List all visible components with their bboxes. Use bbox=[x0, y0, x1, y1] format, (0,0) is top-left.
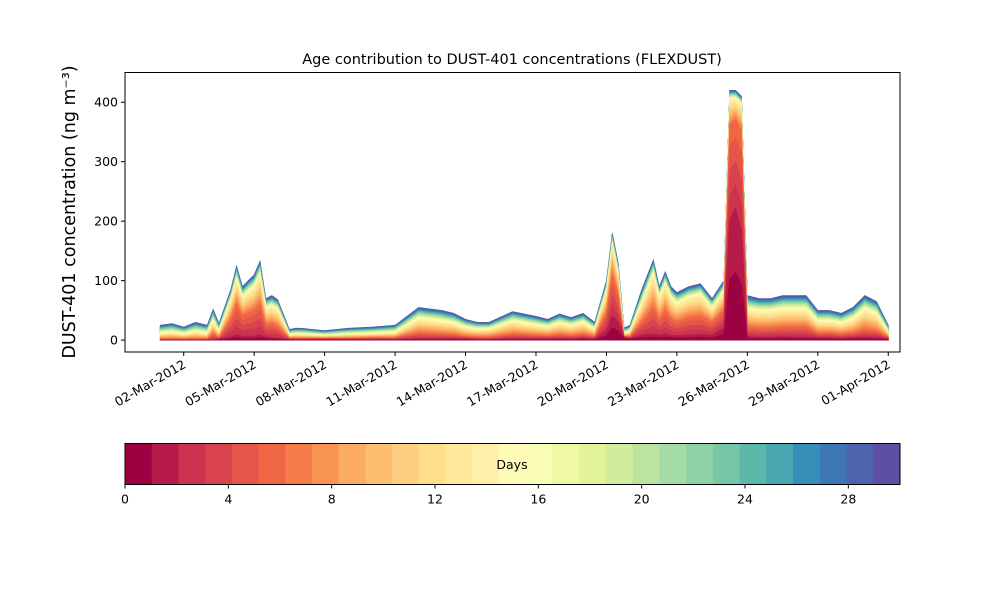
colorbar-cell bbox=[766, 443, 794, 485]
colorbar-cell bbox=[178, 443, 206, 485]
colorbar-cell bbox=[819, 443, 847, 485]
colorbar-label: Days bbox=[496, 457, 527, 472]
colorbar-cell bbox=[873, 443, 901, 485]
colorbar-cell bbox=[258, 443, 286, 485]
x-tick-label: 20-Mar-2012 bbox=[535, 357, 611, 410]
x-tick-label: 29-Mar-2012 bbox=[746, 357, 822, 410]
y-tick-label: 200 bbox=[94, 214, 118, 229]
colorbar-cell bbox=[552, 443, 580, 485]
colorbar-tick-label: 8 bbox=[328, 492, 336, 507]
colorbar-frame bbox=[124, 443, 901, 485]
x-tick-label: 11-Mar-2012 bbox=[323, 357, 399, 410]
colorbar-tick-label: 24 bbox=[737, 492, 753, 507]
colorbar-tick-label: 20 bbox=[634, 492, 650, 507]
y-axis: 0 100 200 300 400 bbox=[94, 95, 125, 348]
colorbar-cells bbox=[125, 443, 901, 485]
colorbar-cell bbox=[579, 443, 607, 485]
colorbar-cell bbox=[686, 443, 714, 485]
colorbar-tick-label: 16 bbox=[530, 492, 546, 507]
colorbar-tick-label: 28 bbox=[840, 492, 856, 507]
concentration-layers bbox=[159, 90, 889, 341]
colorbar-tick-label: 4 bbox=[224, 492, 232, 507]
y-tick-label: 400 bbox=[94, 95, 118, 110]
colorbar-cell bbox=[472, 443, 500, 485]
colorbar-cell bbox=[659, 443, 687, 485]
x-tick-label: 08-Mar-2012 bbox=[253, 357, 329, 410]
colorbar-tick-label: 12 bbox=[427, 492, 443, 507]
colorbar-cell bbox=[312, 443, 340, 485]
colorbar-cell bbox=[499, 443, 527, 485]
colorbar-cell bbox=[445, 443, 473, 485]
colorbar-cell bbox=[846, 443, 874, 485]
colorbar-cell bbox=[632, 443, 660, 485]
x-tick-label: 26-Mar-2012 bbox=[675, 357, 751, 410]
colorbar-ticks: 0 4 8 12 16 20 24 28 bbox=[121, 484, 856, 507]
x-tick-label: 01-Apr-2012 bbox=[818, 357, 892, 409]
age-layer-1 bbox=[160, 206, 889, 341]
colorbar-cell bbox=[285, 443, 313, 485]
colorbar-cell bbox=[392, 443, 420, 485]
chart-title: Age contribution to DUST-401 concentrati… bbox=[302, 52, 722, 68]
colorbar-cell bbox=[606, 443, 634, 485]
y-tick-label: 0 bbox=[110, 333, 118, 348]
colorbar-cell bbox=[125, 443, 153, 485]
x-tick-label: 23-Mar-2012 bbox=[605, 357, 681, 410]
colorbar-cell bbox=[712, 443, 741, 485]
plot-frame bbox=[124, 72, 901, 353]
y-axis-label: DUST-401 concentration (ng m⁻³) bbox=[60, 65, 80, 358]
x-tick-label: 17-Mar-2012 bbox=[464, 357, 540, 410]
colorbar-tick-label: 0 bbox=[121, 492, 129, 507]
colorbar-cell bbox=[151, 443, 179, 485]
x-tick-label: 05-Mar-2012 bbox=[182, 357, 258, 410]
plot-area: 0 100 200 300 400 02-Mar-201205-Mar-201208-M… bbox=[94, 72, 901, 409]
y-tick-label: 300 bbox=[94, 154, 118, 169]
x-tick-label: 02-Mar-2012 bbox=[112, 357, 188, 410]
colorbar-cell bbox=[205, 443, 233, 485]
y-tick-label: 100 bbox=[94, 273, 118, 288]
x-axis: 02-Mar-201205-Mar-201208-Mar-201211-Mar-… bbox=[112, 352, 893, 409]
colorbar-cell bbox=[338, 443, 366, 485]
colorbar-cell bbox=[365, 443, 393, 485]
colorbar-cell bbox=[793, 443, 821, 485]
colorbar: Days 0 4 8 12 16 20 24 28 bbox=[121, 443, 901, 507]
x-tick-label: 14-Mar-2012 bbox=[394, 357, 470, 410]
colorbar-cell bbox=[418, 443, 447, 485]
colorbar-cell bbox=[525, 443, 553, 485]
age-layer-0 bbox=[160, 271, 889, 341]
colorbar-cell bbox=[739, 443, 767, 485]
colorbar-cell bbox=[231, 443, 260, 485]
